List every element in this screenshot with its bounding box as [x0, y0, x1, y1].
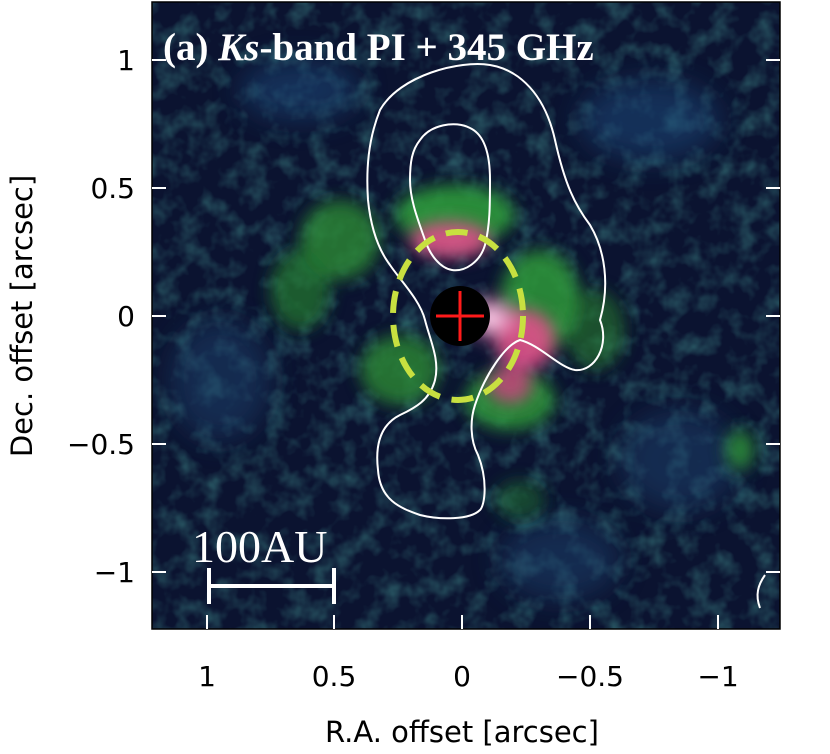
y-axis-title: Dec. offset [arcsec]	[5, 175, 39, 457]
y-tick-label: 0	[117, 300, 135, 333]
contour-inner	[408, 123, 492, 272]
y-tick-label: −1	[94, 556, 135, 589]
submm-contours	[366, 63, 766, 609]
y-tick-label: 0.5	[90, 172, 135, 205]
tick-marks	[152, 59, 780, 629]
x-tick-labels: 1 0.5 0 −0.5 −1	[198, 660, 739, 693]
contour-edge	[756, 574, 766, 609]
star-position-cross	[436, 291, 484, 341]
x-tick-label: 0	[453, 660, 471, 693]
y-tick-labels: 1 0.5 0 −0.5 −1	[67, 44, 135, 589]
x-tick-label: 0.5	[312, 660, 357, 693]
scale-bar: 100AU	[192, 521, 336, 604]
y-tick-label: −0.5	[67, 428, 135, 461]
x-tick-label: −0.5	[556, 660, 624, 693]
x-tick-label: −1	[697, 660, 738, 693]
image-panel	[152, 2, 780, 629]
y-tick-label: 1	[117, 44, 135, 77]
x-axis-title: R.A. offset [arcsec]	[325, 715, 599, 749]
faint-blue-emission	[170, 60, 740, 600]
dashed-ring-ellipse	[390, 229, 526, 403]
scale-bar-label: 100AU	[192, 521, 327, 572]
contour-outer	[366, 63, 607, 520]
x-tick-label: 1	[198, 660, 216, 693]
panel-title: (a) Ks-band PI + 345 GHz	[163, 26, 594, 69]
